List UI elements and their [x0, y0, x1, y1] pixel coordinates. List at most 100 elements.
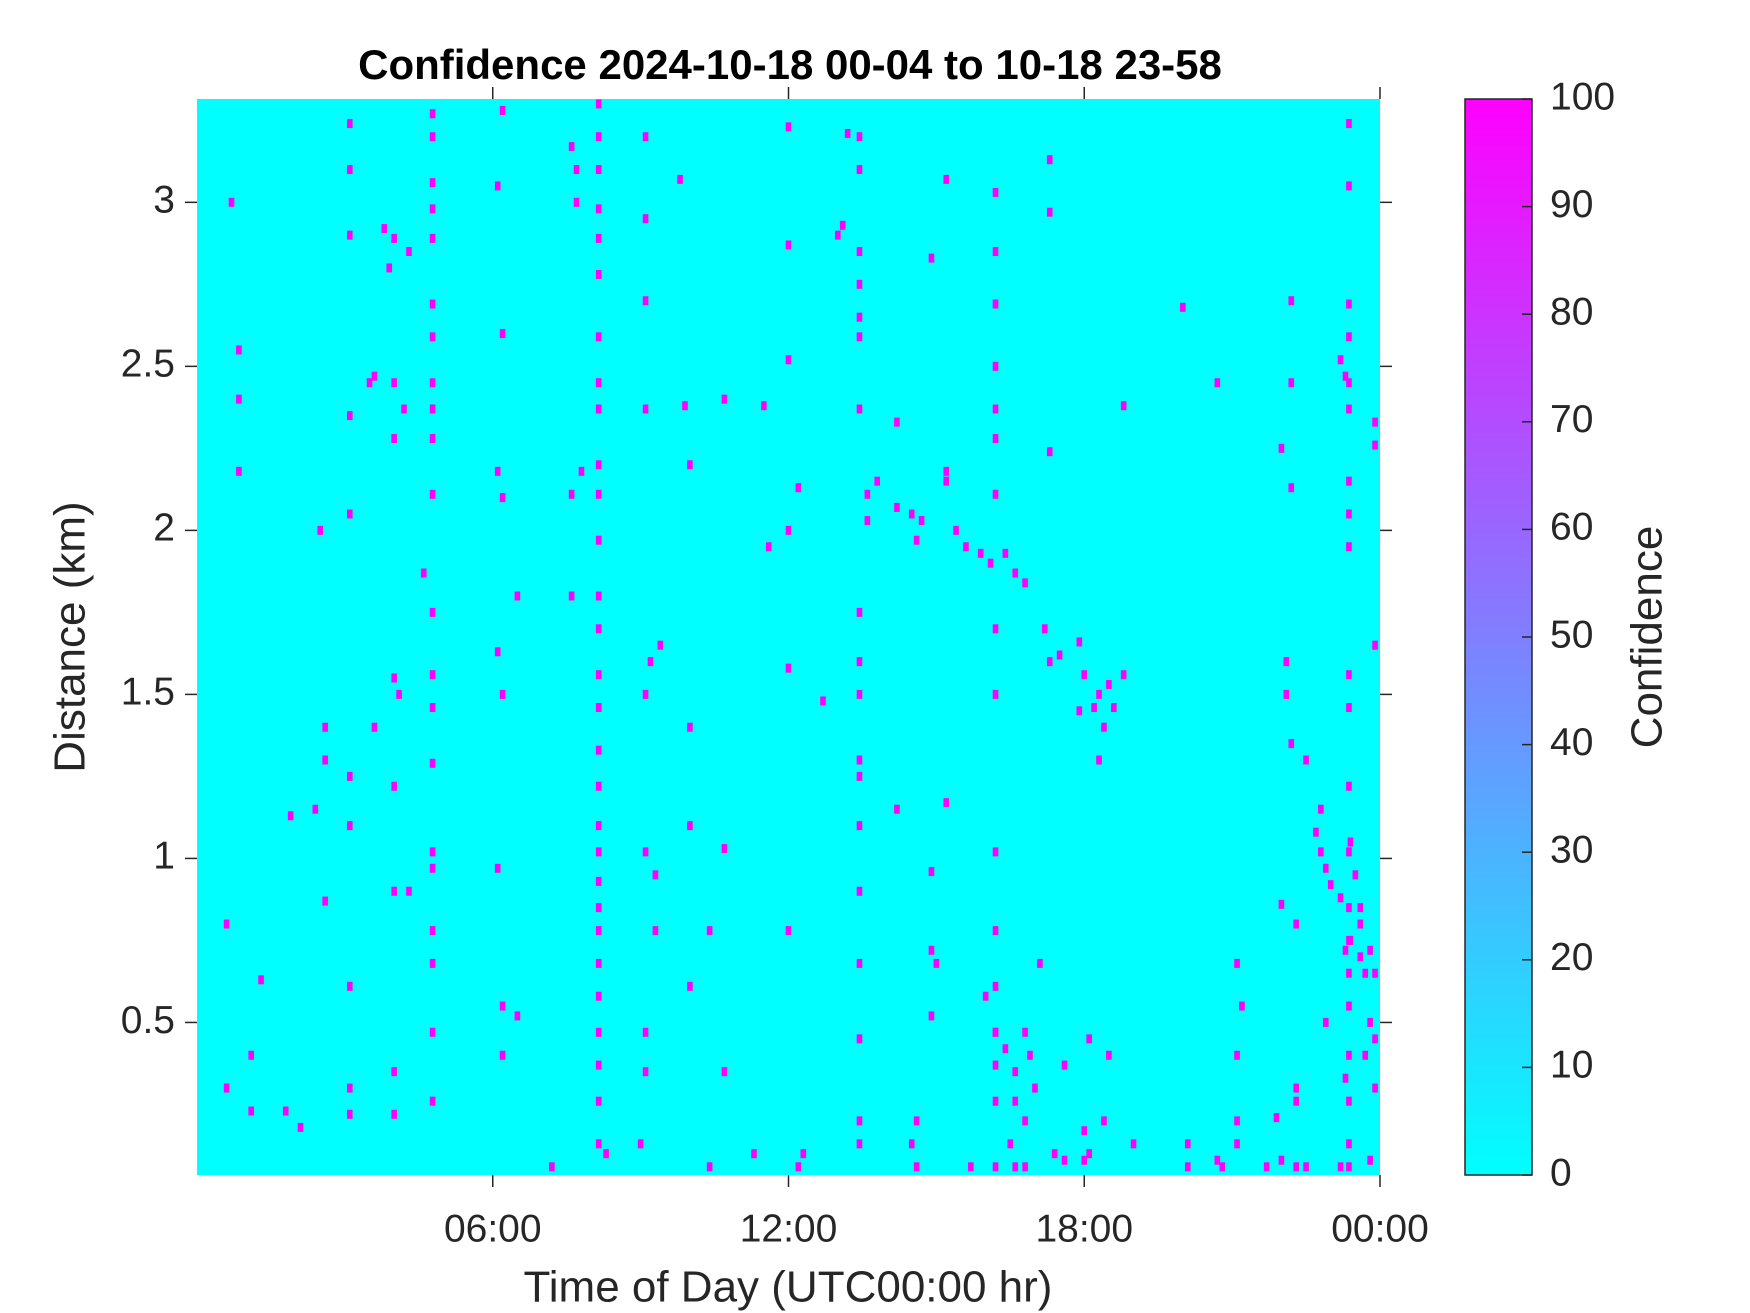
heat-cell [1263, 1162, 1270, 1172]
colorbar-tick-label: 70 [1550, 398, 1593, 441]
heat-cell [429, 607, 436, 617]
heat-cell [1357, 952, 1364, 962]
heat-cell [371, 722, 378, 732]
heat-cell [386, 263, 393, 273]
heat-cell [1346, 404, 1352, 414]
heat-cell [1086, 1034, 1092, 1044]
heat-cell [706, 1162, 713, 1172]
heat-cell [595, 132, 602, 142]
heat-cell [1372, 968, 1378, 978]
heat-cell [908, 509, 915, 519]
heat-cell [347, 230, 353, 240]
heat-cell [568, 591, 575, 601]
heat-cell [1346, 181, 1352, 191]
heat-cell [396, 689, 402, 699]
heat-cell [1046, 657, 1053, 667]
y-tick-label: 2 [153, 507, 175, 550]
heat-cell [1347, 837, 1354, 847]
heat-cell [785, 122, 792, 132]
heat-cell [987, 558, 994, 568]
heat-cell [1288, 296, 1295, 306]
heat-cell [595, 926, 602, 936]
heat-cell [1357, 903, 1364, 913]
heat-cell [514, 1011, 521, 1021]
heat-cell [908, 1139, 915, 1149]
heat-cell [928, 1011, 935, 1021]
colorbar-tick-label: 100 [1550, 75, 1615, 118]
colorbar-tick-label: 80 [1550, 290, 1593, 333]
heat-cell [652, 926, 659, 936]
heat-cell [595, 903, 602, 913]
heat-cell [1342, 945, 1349, 955]
heat-cell [1061, 1155, 1068, 1165]
heat-cell [687, 460, 693, 470]
heat-cell [1101, 722, 1107, 732]
heat-cell [1357, 919, 1364, 929]
heat-cell [1027, 1050, 1033, 1060]
heat-cell [795, 483, 802, 493]
heat-cell [1081, 670, 1088, 680]
heat-cell [913, 535, 920, 545]
heat-cell [573, 197, 580, 207]
heat-cell [595, 958, 602, 968]
heat-cell [1180, 302, 1186, 312]
heat-cell [1051, 1149, 1058, 1159]
heat-cell [992, 434, 999, 444]
heat-cell [1091, 703, 1097, 713]
heat-cell [1234, 1116, 1240, 1126]
heat-cell [864, 516, 871, 526]
colorbar-tick-label: 30 [1550, 828, 1593, 871]
heat-cell [578, 466, 585, 476]
heat-cell [1346, 1096, 1352, 1106]
x-tick-label: 12:00 [740, 1207, 838, 1250]
heat-cell [1362, 1050, 1369, 1060]
heat-cell [682, 401, 688, 411]
heat-cell [1372, 1034, 1378, 1044]
heat-cell [595, 670, 602, 680]
heat-cell [933, 958, 940, 968]
heat-cell [429, 178, 436, 188]
heat-cell [595, 332, 602, 342]
heat-cell [595, 535, 602, 545]
heat-cell [992, 404, 999, 414]
heat-cell [706, 926, 713, 936]
heat-cell [228, 197, 235, 207]
heat-cell [1022, 1162, 1028, 1172]
heat-cell [1346, 378, 1352, 388]
heat-cell [429, 703, 436, 713]
y-tick-label: 3 [153, 179, 175, 222]
heat-cell [856, 279, 863, 289]
heat-cell [401, 404, 407, 414]
heat-cell [1214, 378, 1221, 388]
heat-cell [391, 1109, 397, 1119]
heat-cell [1046, 155, 1053, 165]
heat-cell [1372, 1083, 1378, 1093]
heat-cell [1042, 624, 1048, 634]
heat-cell [1346, 119, 1352, 129]
heat-cell [1022, 1116, 1028, 1126]
heat-cell [429, 489, 436, 499]
heat-cell [1046, 207, 1053, 217]
heat-cell [928, 253, 935, 263]
heat-cell [595, 99, 602, 109]
heat-cell [391, 378, 397, 388]
heat-cell [1346, 1001, 1352, 1011]
heat-cell [568, 489, 575, 499]
heat-cell [1061, 1060, 1068, 1070]
heat-cell [992, 1060, 999, 1070]
heat-cell [1012, 1096, 1019, 1106]
heat-cell [1120, 401, 1127, 411]
heat-cell [595, 745, 602, 755]
heat-cell [894, 804, 900, 814]
heat-cell [1283, 657, 1290, 667]
heat-cell [595, 270, 602, 280]
heat-cell [1337, 355, 1344, 365]
heat-cell [1346, 1139, 1352, 1149]
heat-cell [642, 847, 649, 857]
heat-cell [1056, 650, 1063, 660]
heat-cell [1012, 1067, 1019, 1077]
heat-cell [366, 378, 373, 388]
heat-cell [595, 781, 602, 791]
heat-cell [391, 781, 397, 791]
heat-cell [1293, 919, 1300, 929]
